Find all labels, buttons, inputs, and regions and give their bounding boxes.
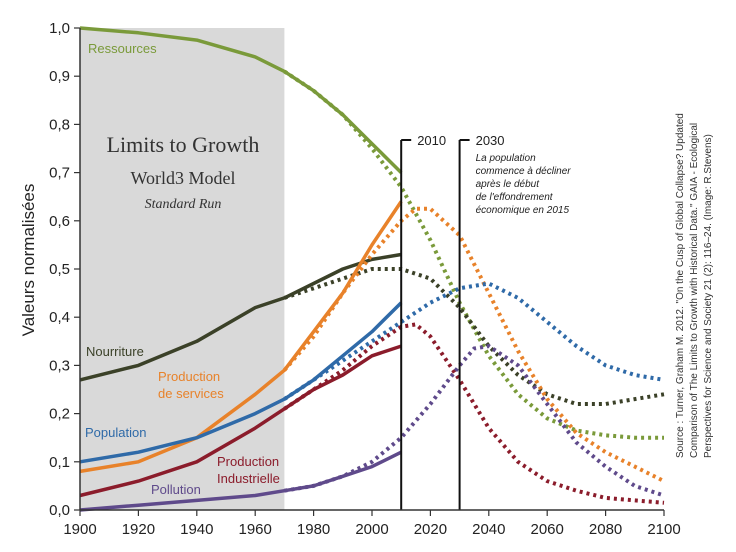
x-tick-label: 2080	[589, 521, 622, 538]
series-production-de-services-observed-line	[79, 200, 403, 474]
series-nourriture-model-line	[283, 267, 665, 406]
x-tick-label: 1960	[239, 521, 272, 538]
y-tick-label: 0,6	[49, 213, 70, 230]
series-label-ressources: Ressources	[88, 41, 157, 56]
y-tick-label: 0,3	[49, 357, 70, 374]
series-population-observed-line	[79, 301, 403, 464]
chart-subtitle: World3 Model	[130, 168, 235, 188]
series-production-industrielle-observed-line	[79, 344, 402, 498]
series-label-line: Population	[85, 425, 146, 440]
y-tick-label: 0,8	[49, 116, 70, 133]
series-label-line: Industrielle	[217, 471, 280, 486]
x-tick-label: 2000	[355, 521, 388, 538]
series-ressources-observed-line	[79, 26, 403, 174]
marker-label-2010: 2010	[417, 133, 446, 148]
series-label-line: Production	[158, 369, 220, 384]
source-line: Comparison of The Limits to Growth with …	[689, 123, 700, 458]
series-ressources-model-line	[283, 69, 664, 440]
series-label-line: Ressources	[88, 41, 157, 56]
x-tick-label: 2060	[531, 521, 564, 538]
series-label-line: Nourriture	[86, 344, 144, 359]
marker-note-line: de l'effondrement	[476, 192, 554, 203]
marker-note-line: commence à décliner	[476, 166, 572, 177]
y-tick-label: 1,0	[49, 20, 70, 37]
x-tick-label: 1980	[297, 521, 330, 538]
marker-note-line: économique en 2015	[476, 205, 570, 216]
marker-note-line: après le début	[476, 179, 541, 190]
y-tick-label: 0,9	[49, 68, 70, 85]
x-tick-label: 2100	[647, 521, 680, 538]
series-label-production-industrielle: Production Industrielle	[217, 454, 280, 486]
series-pollution-observed-line	[79, 450, 402, 512]
series-label-line: de services	[158, 386, 224, 401]
series-label-line: Production	[217, 454, 279, 469]
marker-label-2030: 2030	[476, 133, 505, 148]
chart-title: Limits to Growth	[107, 132, 260, 157]
series-label-nourriture: Nourriture	[86, 344, 144, 359]
y-axis-label: Valeurs normalisées	[19, 184, 38, 337]
y-tick-label: 0,2	[49, 406, 70, 423]
y-tick-label: 0,5	[49, 261, 70, 278]
series-label-population: Population	[85, 425, 146, 440]
y-tick-label: 0,1	[49, 454, 70, 471]
x-tick-label: 1940	[180, 521, 213, 538]
x-tick-label: 1920	[122, 521, 155, 538]
marker-note-line: La population	[476, 153, 536, 164]
series-label-line: Pollution	[151, 482, 201, 497]
series-label-production-de-services: Production de services	[158, 369, 224, 401]
source-line: Source : Turner, Graham M. 2012. "On the…	[675, 113, 686, 458]
y-tick-label: 0,7	[49, 165, 70, 182]
x-tick-label: 1900	[63, 521, 96, 538]
x-tick-label: 2020	[414, 521, 447, 538]
chart-subtitle-run: Standard Run	[145, 197, 222, 212]
y-tick-label: 0,0	[49, 502, 70, 519]
source-line: Perspectives for Science and Society 21 …	[703, 134, 714, 458]
series-production-industrielle-model-line	[283, 322, 665, 505]
series-label-pollution: Pollution	[151, 482, 201, 497]
x-tick-label: 2040	[472, 521, 505, 538]
marker-note-2030: La population commence à décliner après le…	[476, 153, 572, 216]
y-tick-label: 0,4	[49, 309, 70, 326]
